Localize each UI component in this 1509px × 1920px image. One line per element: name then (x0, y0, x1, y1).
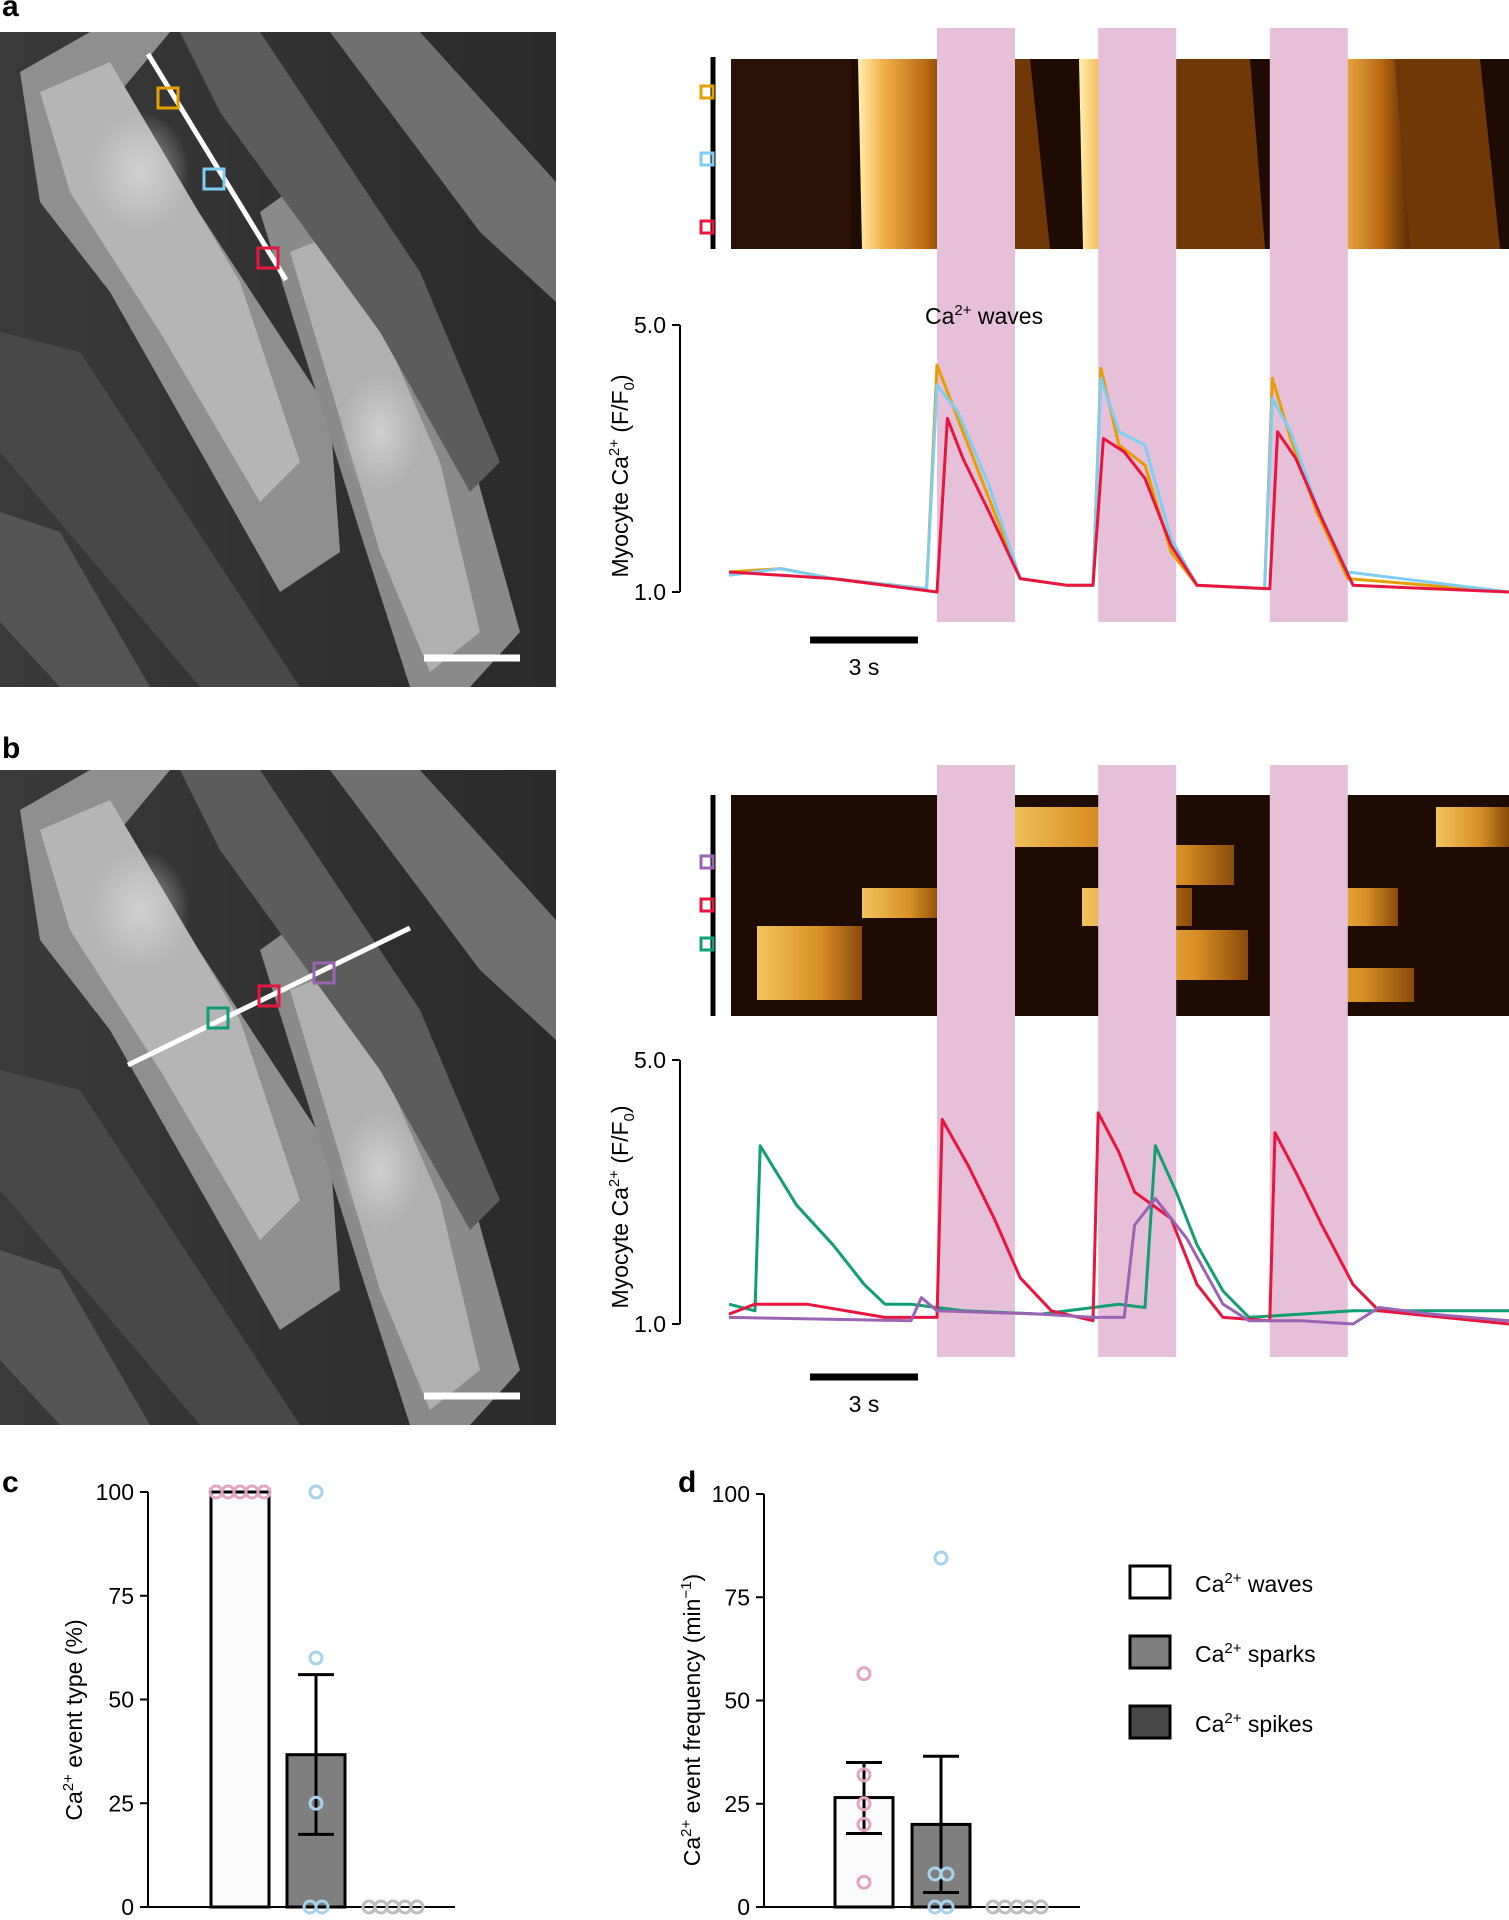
data-point (256, 1484, 272, 1500)
kymo-roi-red (699, 897, 715, 913)
y-tick-label: 1.0 (634, 1311, 666, 1337)
wave-front (858, 59, 955, 249)
data-point (314, 1899, 330, 1915)
data-point (939, 1899, 955, 1915)
kymo-roi-purple (699, 854, 715, 870)
data-point (308, 1650, 324, 1666)
trace-chart-b: 1.0 5.0 (634, 765, 1509, 1357)
linescan-line-b (126, 925, 412, 1068)
y-tick-label: 75 (108, 1583, 134, 1609)
legend-swatch (1128, 1634, 1172, 1670)
y-axis-label-a: Myocyte Ca2+ (F/F0) (606, 374, 638, 577)
data-point (409, 1899, 425, 1915)
trace-chart-a: 1.0 5.0 (634, 28, 1509, 622)
y-axis-label-d: Ca2+ event frequency (min−1) (678, 1574, 705, 1866)
stimulation-band (1269, 765, 1348, 1357)
micrograph-b (0, 770, 556, 1425)
bar-chart-c: 0 25 50 75 100 (96, 1479, 455, 1920)
bar-chart-d: 0 25 50 75 100 (712, 1481, 1080, 1920)
data-point (933, 1550, 949, 1566)
trace-red (728, 1111, 1509, 1326)
y-tick-label: 0 (121, 1894, 134, 1920)
trace-purple (728, 1197, 1509, 1326)
panel-label-d: d (678, 1466, 696, 1499)
roi-marker-skyblue (202, 167, 226, 191)
y-tick-label: 5.0 (634, 312, 666, 338)
data-point (856, 1767, 872, 1783)
y-tick-label: 25 (724, 1791, 750, 1817)
data-point (856, 1666, 872, 1682)
y-axis-label-b: Myocyte Ca2+ (F/F0) (606, 1105, 638, 1308)
stimulation-band (937, 765, 1015, 1357)
legend-swatch (1128, 1564, 1172, 1600)
linescan-line-a (145, 52, 289, 282)
legend-swatch (1128, 1704, 1172, 1740)
kymo-roi-skyblue (699, 151, 715, 167)
data-point (308, 1795, 324, 1811)
bar (209, 1490, 271, 1909)
y-tick-label: 75 (724, 1584, 750, 1610)
data-point (856, 1874, 872, 1890)
legend-label: Ca2+ sparks (1195, 1640, 1316, 1667)
roi-marker-purple (312, 961, 336, 985)
data-point (939, 1866, 955, 1882)
micrograph-a (0, 32, 556, 687)
data-point (308, 1484, 324, 1500)
y-tick-label: 50 (108, 1687, 134, 1713)
y-tick-label: 100 (712, 1481, 750, 1507)
legend-label: Ca2+ spikes (1195, 1710, 1313, 1737)
panel-label-c: c (2, 1466, 19, 1499)
trace-skyblue (728, 376, 1509, 594)
roi-marker-orange (156, 86, 180, 110)
time-scale-label-b: 3 s (849, 1391, 880, 1417)
kymo-roi-red (699, 219, 715, 235)
kymo-roi-orange (699, 84, 715, 100)
kymo-roi-green (699, 936, 715, 952)
trace-red (728, 416, 1509, 594)
data-point (856, 1816, 872, 1832)
y-tick-label: 50 (724, 1688, 750, 1714)
legend: Ca2+ waves Ca2+ sparks Ca2+ spikes (1128, 1564, 1316, 1740)
stimulation-band (1098, 765, 1177, 1357)
roi-marker-red (256, 246, 280, 270)
y-axis-label-c: Ca2+ event type (%) (60, 1619, 87, 1820)
panel-label-b: b (2, 732, 20, 765)
y-tick-label: 1.0 (634, 579, 666, 605)
roi-marker-red (257, 984, 281, 1008)
panel-label-a: a (2, 0, 19, 23)
y-tick-label: 100 (96, 1479, 134, 1505)
legend-label: Ca2+ waves (1195, 1570, 1313, 1597)
y-tick-label: 25 (108, 1790, 134, 1816)
roi-marker-green (206, 1006, 230, 1030)
data-point (1033, 1899, 1049, 1915)
stimulation-band (1269, 28, 1348, 622)
annotation-ca-waves: Ca2+ waves (925, 302, 1043, 329)
y-tick-label: 0 (737, 1894, 750, 1920)
y-tick-label: 5.0 (634, 1047, 666, 1073)
data-point (856, 1796, 872, 1812)
time-scale-label-a: 3 s (849, 654, 880, 680)
